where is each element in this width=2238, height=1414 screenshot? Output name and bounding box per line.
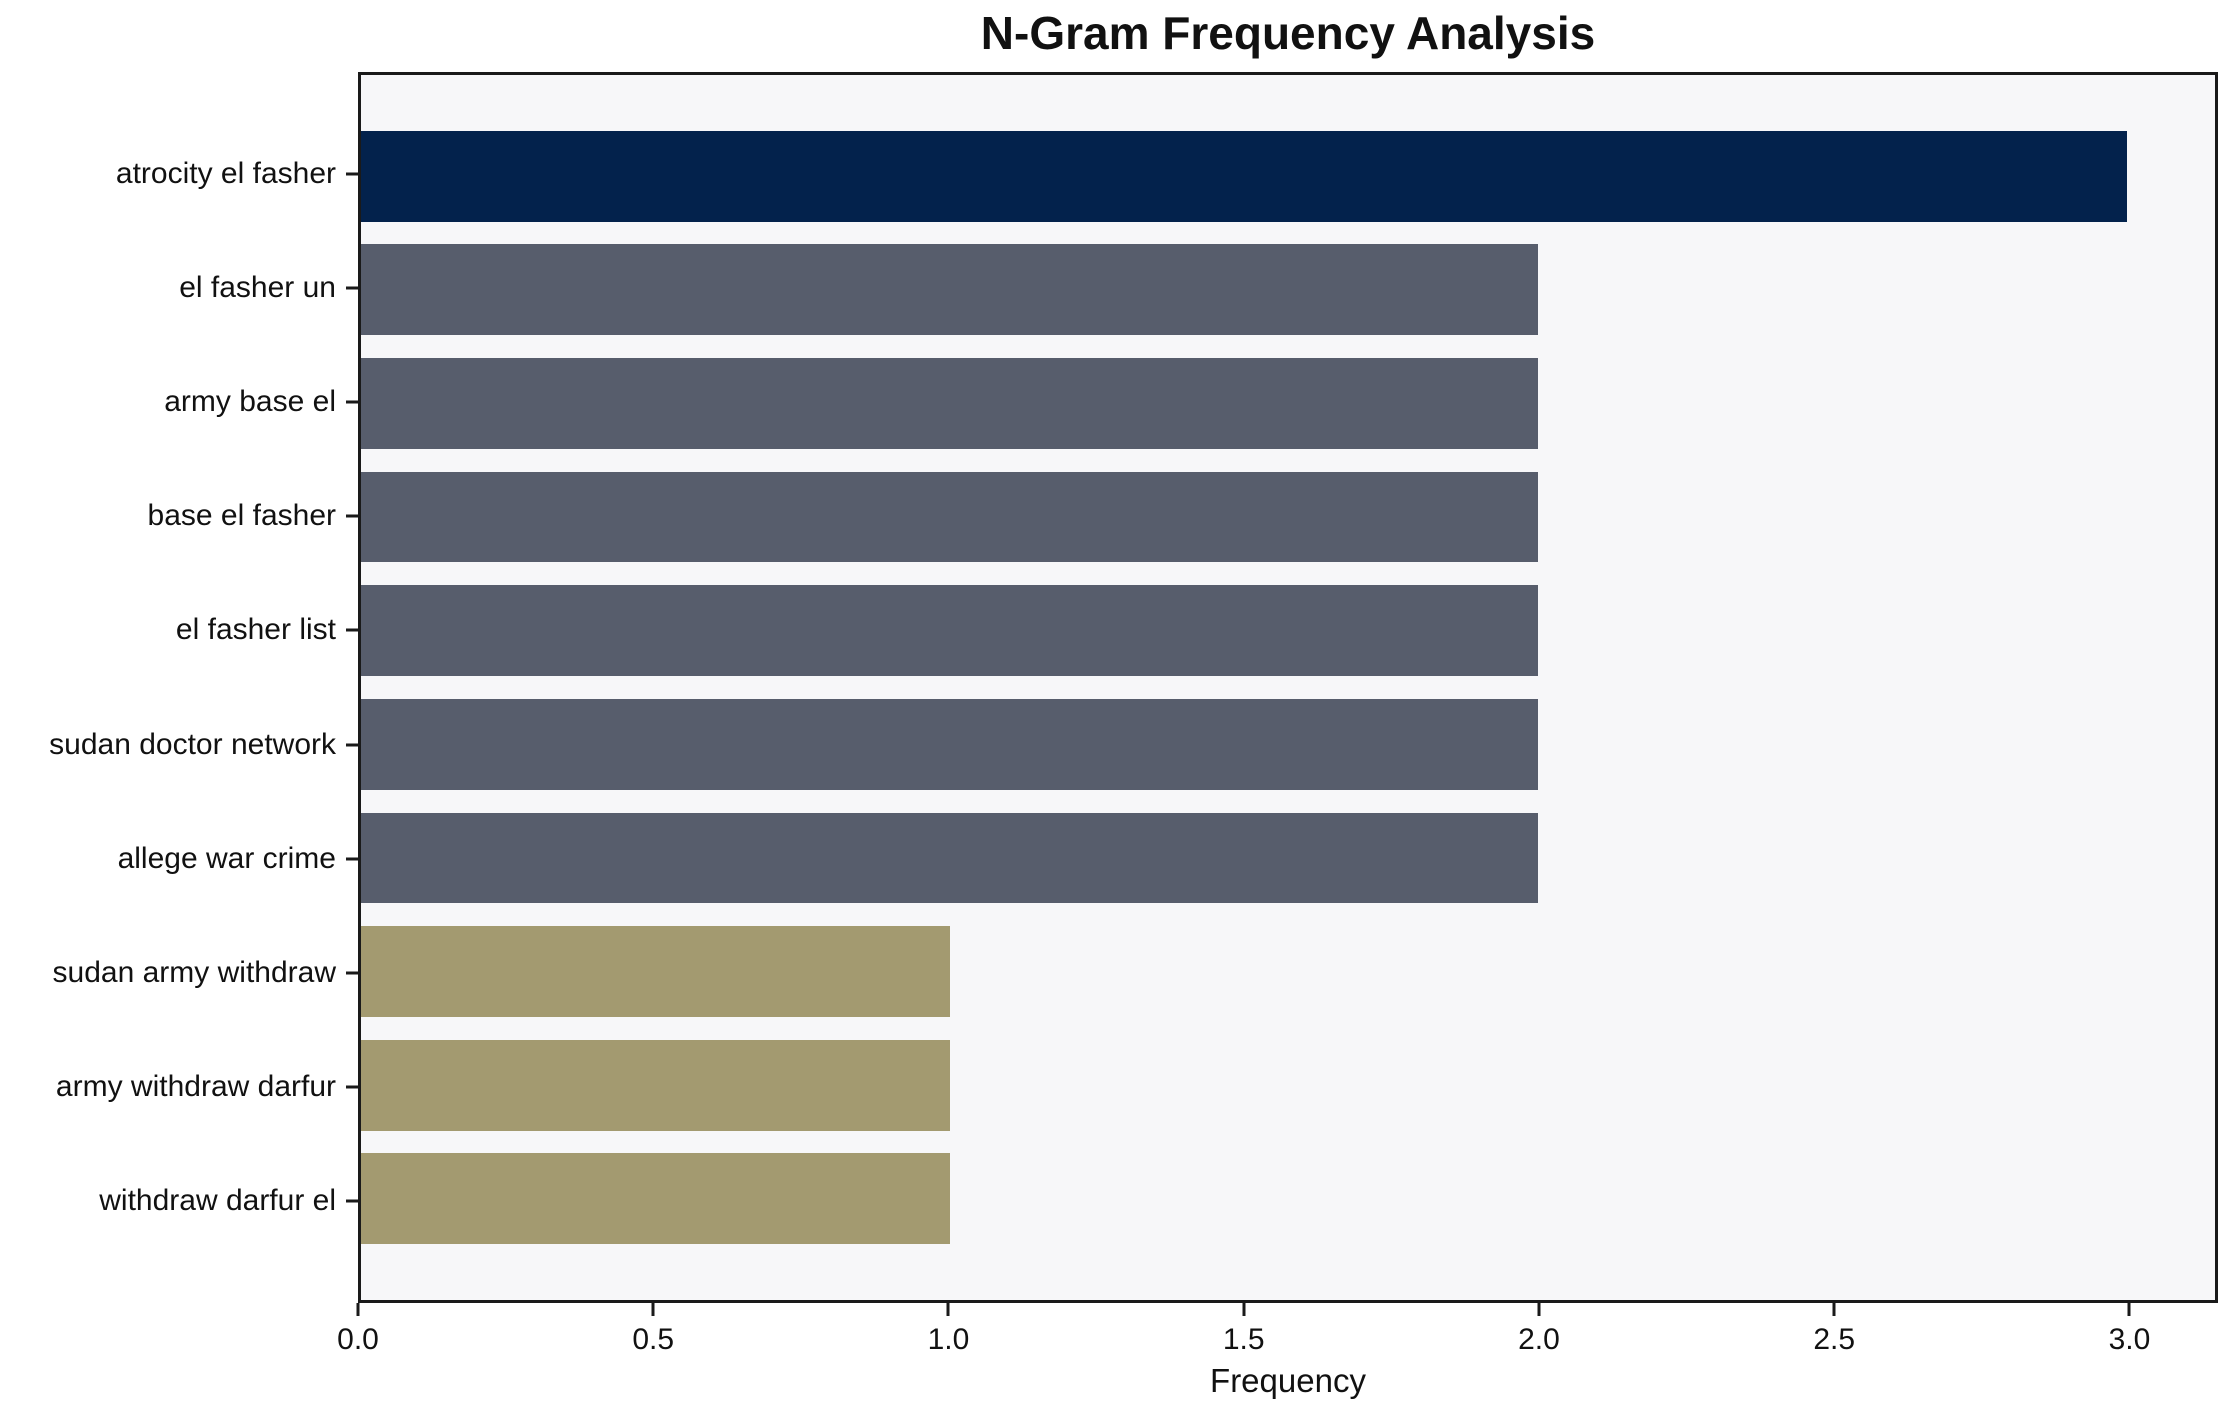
y-tick-label: army withdraw darfur (55, 1070, 336, 1104)
bar-atrocity-el-fasher (361, 130, 2127, 222)
y-tick-label: base el fasher (147, 499, 336, 533)
y-tick-mark (346, 628, 358, 632)
plot-area (358, 72, 2218, 1303)
bar-withdraw-darfur-el (361, 1153, 950, 1245)
bar-el-fasher-un (361, 244, 1539, 336)
y-axis: atrocity el fasher el fasher un army base … (0, 72, 358, 1303)
bar-army-withdraw-darfur (361, 1039, 950, 1131)
x-axis-label: Frequency (1210, 1362, 1366, 1399)
bar-sudan-army-withdraw (361, 926, 950, 1018)
y-tick-mark (346, 514, 358, 518)
x-tick-label: 0.0 (337, 1323, 379, 1356)
chart-title: N-Gram Frequency Analysis (980, 7, 1596, 59)
y-tick-mark (346, 971, 358, 975)
y-tick-label: el fasher list (175, 613, 336, 647)
x-tick-label: 3.0 (2108, 1323, 2151, 1356)
y-tick-label: withdraw darfur el (99, 1184, 336, 1218)
x-tick-label: 2.5 (1813, 1323, 1856, 1356)
bar-sudan-doctor-network (361, 698, 1539, 790)
y-tick-mark (346, 743, 358, 747)
x-tick-label: 1.5 (1222, 1323, 1265, 1356)
y-tick-label: el fasher un (179, 270, 336, 304)
bar-base-el-fasher (361, 471, 1539, 563)
x-tick-mark (1242, 1303, 1246, 1316)
y-tick-label: sudan army withdraw (52, 955, 336, 989)
x-tick-mark (946, 1303, 950, 1316)
y-tick-mark (346, 857, 358, 861)
y-tick-label: atrocity el fasher (115, 156, 336, 190)
x-tick-label: 1.0 (927, 1323, 970, 1356)
y-tick-mark (346, 286, 358, 290)
y-tick-mark (346, 400, 358, 404)
bar-allege-war-crime (361, 812, 1539, 904)
y-tick-label: allege war crime (117, 841, 336, 875)
bar-el-fasher-list (361, 585, 1539, 677)
bar-army-base-el (361, 357, 1539, 449)
y-tick-label: army base el (164, 385, 336, 419)
x-tick-mark (1537, 1303, 1541, 1316)
x-tick-label: 2.0 (1518, 1323, 1560, 1356)
x-tick-mark (651, 1303, 655, 1316)
y-tick-mark (346, 1199, 358, 1203)
x-tick-label: 0.5 (632, 1323, 675, 1356)
x-tick-mark (2127, 1303, 2131, 1316)
x-tick-mark (356, 1303, 360, 1316)
y-tick-mark (346, 172, 358, 176)
y-tick-label: sudan doctor network (49, 727, 336, 761)
y-tick-mark (346, 1085, 358, 1089)
x-tick-mark (1832, 1303, 1836, 1316)
x-axis: 0.0 0.5 1.0 1.5 2.0 2.5 3.0 (337, 1303, 2218, 1373)
